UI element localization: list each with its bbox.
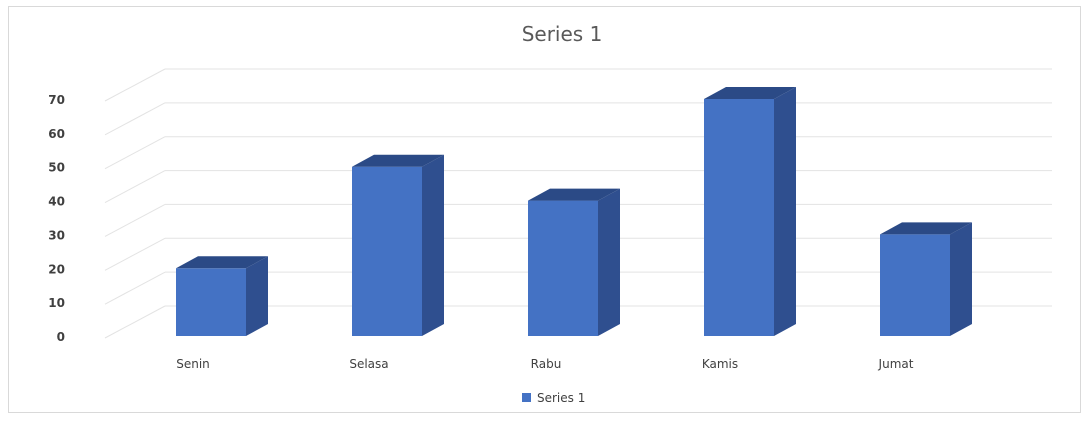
x-tick-label: Jumat [878, 357, 914, 371]
bar-front [880, 234, 950, 336]
bar-top [176, 256, 268, 269]
y-tick-label: 50 [48, 161, 65, 175]
gridline-depth [104, 305, 166, 339]
bar-front [352, 166, 422, 336]
legend: Series 1 [522, 391, 585, 405]
bar-side [246, 256, 268, 336]
legend-label: Series 1 [537, 391, 585, 405]
bar-front [704, 99, 774, 336]
bar-front [176, 268, 246, 336]
bar-rabu [528, 188, 620, 336]
x-tick-label: Selasa [349, 357, 388, 371]
bar-side [774, 87, 796, 336]
bar-senin [176, 256, 268, 336]
x-axis-labels: Senin Selasa Rabu Kamis Jumat [176, 357, 914, 371]
y-tick-label: 20 [48, 262, 65, 276]
gridline-depth [104, 170, 166, 204]
y-tick-label: 10 [48, 296, 65, 310]
y-tick-label: 70 [48, 93, 65, 107]
bars [176, 87, 972, 336]
bar-side [422, 154, 444, 336]
gridline-depth [104, 68, 166, 102]
gridline-depth [104, 102, 166, 136]
y-tick-label: 60 [48, 127, 65, 141]
bar-side [950, 222, 972, 336]
bar-kamis [704, 87, 796, 336]
x-tick-label: Kamis [702, 357, 738, 371]
bar-jumat [880, 222, 972, 336]
x-tick-label: Senin [176, 357, 210, 371]
legend-swatch [522, 393, 531, 402]
bar-side [598, 188, 620, 336]
bar-top [880, 222, 972, 235]
y-axis-ticks: 0 10 20 30 40 50 60 70 [48, 93, 65, 344]
bar-top [704, 87, 796, 99]
chart-title: Series 1 [522, 22, 603, 46]
bar-top [352, 154, 444, 167]
x-tick-label: Rabu [531, 357, 562, 371]
y-tick-label: 30 [48, 228, 65, 242]
gridline-depth [104, 271, 166, 305]
y-tick-label: 0 [57, 330, 65, 344]
bar-front [528, 200, 598, 336]
gridline-depth [104, 203, 166, 237]
gridline-depth [104, 237, 166, 271]
gridline-depth [104, 136, 166, 170]
bar-selasa [352, 154, 444, 336]
y-tick-label: 40 [48, 195, 65, 209]
bar-top [528, 188, 620, 201]
